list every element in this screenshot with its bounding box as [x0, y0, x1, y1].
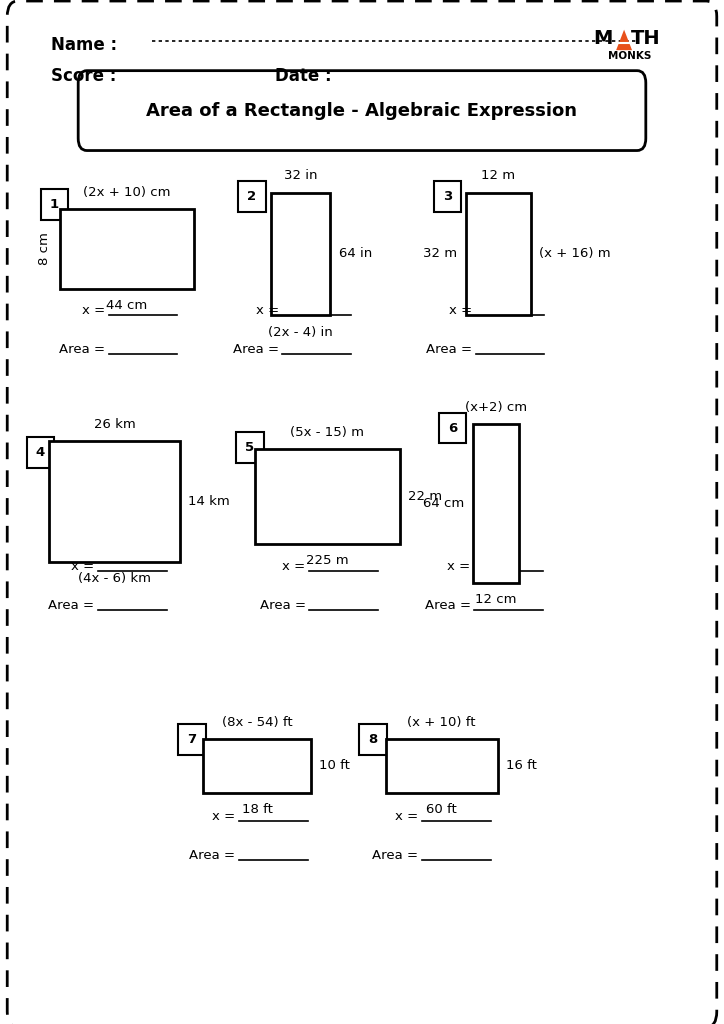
- FancyBboxPatch shape: [439, 413, 466, 443]
- Text: (x + 16) m: (x + 16) m: [539, 248, 611, 260]
- Text: x =: x =: [71, 560, 94, 572]
- Bar: [271, 193, 330, 315]
- Text: MONKS: MONKS: [608, 51, 652, 61]
- Text: Area =: Area =: [259, 599, 306, 611]
- Text: x =: x =: [449, 304, 472, 316]
- Text: 4: 4: [36, 446, 45, 459]
- Bar: [385, 739, 498, 793]
- Text: 12 cm: 12 cm: [475, 594, 517, 606]
- Text: x =: x =: [395, 810, 418, 822]
- Text: 1: 1: [50, 199, 59, 211]
- Bar: [466, 193, 531, 315]
- Polygon shape: [616, 30, 632, 50]
- Text: Area =: Area =: [59, 343, 105, 355]
- Text: Area =: Area =: [426, 343, 472, 355]
- Text: 44 cm: 44 cm: [106, 299, 147, 312]
- Text: Area =: Area =: [424, 599, 471, 611]
- Text: x =: x =: [447, 560, 471, 572]
- Text: (2x - 4) in: (2x - 4) in: [268, 326, 333, 339]
- Text: (4x - 6) km: (4x - 6) km: [78, 572, 151, 586]
- Text: Area of a Rectangle - Algebraic Expression: Area of a Rectangle - Algebraic Expressi…: [146, 101, 578, 120]
- Text: Area =: Area =: [372, 849, 418, 861]
- Bar: [59, 209, 193, 289]
- Text: x =: x =: [212, 810, 235, 822]
- Text: 16 ft: 16 ft: [506, 760, 537, 772]
- Bar: [49, 441, 180, 562]
- Text: Area =: Area =: [48, 599, 94, 611]
- Bar: [255, 449, 400, 545]
- Text: (5x - 15) m: (5x - 15) m: [290, 426, 364, 438]
- Text: Area =: Area =: [232, 343, 279, 355]
- Text: 225 m: 225 m: [306, 555, 348, 567]
- Text: 6: 6: [448, 422, 457, 434]
- FancyBboxPatch shape: [78, 71, 646, 151]
- Text: 14 km: 14 km: [188, 496, 230, 508]
- Text: 5: 5: [245, 441, 254, 454]
- Text: 64 in: 64 in: [339, 248, 372, 260]
- FancyBboxPatch shape: [238, 181, 266, 212]
- Text: 64 cm: 64 cm: [424, 498, 465, 510]
- Text: 32 m: 32 m: [423, 248, 457, 260]
- Text: 26 km: 26 km: [93, 418, 135, 431]
- FancyBboxPatch shape: [236, 432, 264, 463]
- Text: 8: 8: [369, 733, 377, 745]
- Text: 7: 7: [188, 733, 196, 745]
- Text: 3: 3: [443, 190, 452, 203]
- Text: Score :: Score :: [51, 67, 116, 85]
- Text: 32 in: 32 in: [284, 169, 317, 182]
- FancyBboxPatch shape: [359, 724, 387, 755]
- Bar: [473, 424, 519, 584]
- FancyBboxPatch shape: [27, 437, 54, 468]
- Text: 60 ft: 60 ft: [426, 803, 457, 816]
- FancyBboxPatch shape: [41, 189, 68, 220]
- Text: x =: x =: [82, 304, 105, 316]
- Text: (x+2) cm: (x+2) cm: [465, 401, 527, 414]
- Text: 22 m: 22 m: [408, 490, 442, 503]
- Text: 8 cm: 8 cm: [38, 232, 51, 265]
- Text: (8x - 54) ft: (8x - 54) ft: [222, 716, 292, 729]
- Text: 10 ft: 10 ft: [319, 760, 350, 772]
- Text: 12 m: 12 m: [481, 169, 515, 182]
- Text: Area =: Area =: [189, 849, 235, 861]
- FancyBboxPatch shape: [178, 724, 206, 755]
- Text: Date :: Date :: [275, 67, 332, 85]
- FancyBboxPatch shape: [434, 181, 461, 212]
- Text: Name :: Name :: [51, 36, 117, 54]
- Text: (2x + 10) cm: (2x + 10) cm: [83, 185, 170, 199]
- Text: 18 ft: 18 ft: [242, 803, 272, 816]
- Text: x =: x =: [256, 304, 279, 316]
- Text: 2: 2: [248, 190, 256, 203]
- Bar: [203, 739, 311, 793]
- Text: (x + 10) ft: (x + 10) ft: [408, 716, 476, 729]
- FancyBboxPatch shape: [7, 1, 717, 1024]
- Text: M: M: [594, 29, 613, 48]
- Text: x =: x =: [282, 560, 306, 572]
- Text: TH: TH: [631, 29, 660, 48]
